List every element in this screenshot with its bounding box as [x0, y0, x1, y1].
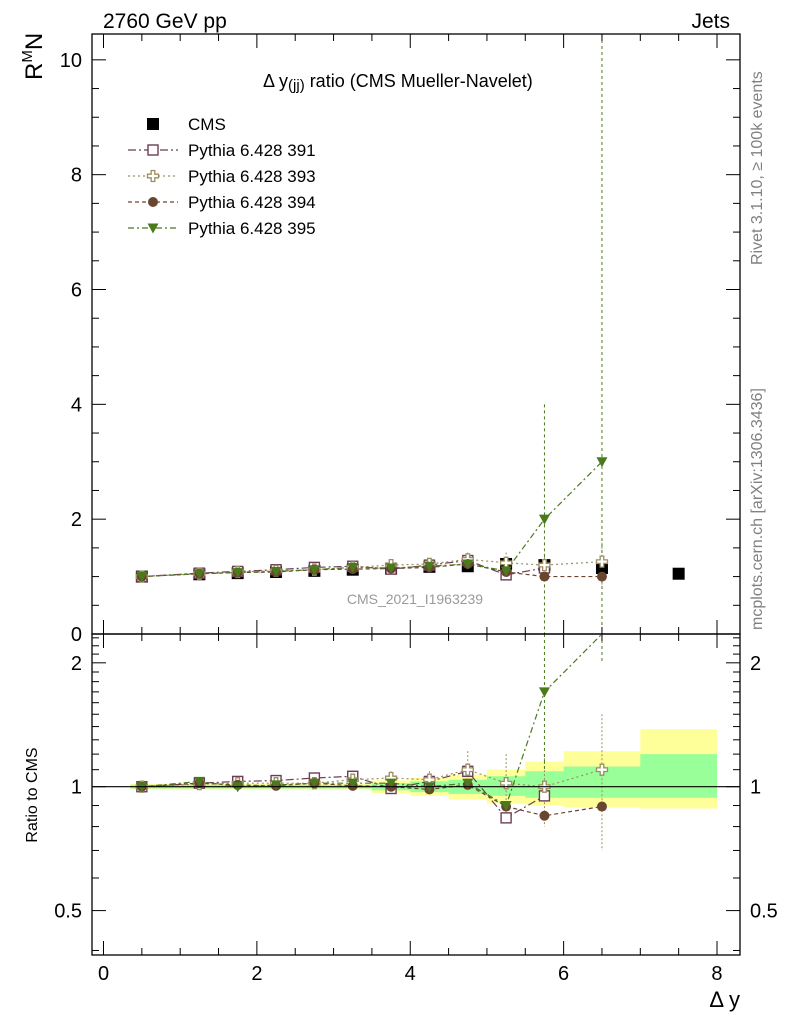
data-point-top [385, 563, 397, 574]
legend-label: Pythia 6.428 393 [188, 167, 316, 186]
y-tick-label-top: 2 [71, 509, 82, 531]
y-tick-label-ratio: 1 [71, 777, 82, 799]
data-point-top [539, 571, 550, 582]
data-point-ratio [347, 778, 359, 789]
data-point-top [193, 569, 205, 580]
x-axis-label: Δ y [709, 987, 740, 1012]
x-tick-label: 0 [98, 963, 109, 985]
data-point-ratio [270, 780, 282, 791]
legend-marker [147, 118, 159, 130]
data-point-top [538, 514, 550, 525]
y-tick-label-top: 4 [71, 394, 82, 416]
data-point-top [308, 565, 320, 576]
data-point-top [538, 558, 551, 572]
series-line-top [141, 563, 602, 578]
data-point-ratio [596, 801, 607, 812]
x-tick-label: 4 [405, 963, 416, 985]
y-tick-label-ratio-right: 1 [750, 777, 761, 799]
plot-title-rest: ratio (CMS Mueller-Navelet) [305, 71, 533, 91]
y-tick-label-ratio-right: 2 [750, 653, 761, 675]
series-line-top [141, 558, 603, 578]
axis-ticks [92, 34, 740, 955]
data-point-top [232, 568, 244, 579]
data-point-ratio [193, 776, 205, 787]
data-point-top [595, 561, 608, 574]
data-point-top [595, 555, 609, 568]
data-point-top [672, 567, 685, 580]
plot-title-sub: (jj) [288, 77, 305, 94]
data-point-ratio [461, 763, 474, 776]
top-ylabel-main: R [21, 63, 48, 80]
data-point-top [270, 566, 282, 577]
data-point-ratio [499, 777, 513, 790]
y-tick-label-top: 0 [71, 624, 82, 646]
y-tick-label-ratio-right: 0.5 [750, 901, 778, 923]
legend-marker [146, 169, 160, 183]
side-rivet-label: Rivet 3.1.10, ≥ 100k events [749, 71, 766, 265]
data-point-top [462, 559, 474, 570]
data-point-ratio [308, 778, 320, 789]
series-markers [135, 457, 685, 824]
x-tick-label: 6 [558, 963, 569, 985]
y-tick-label-top: 8 [71, 165, 82, 187]
data-point-top [500, 566, 512, 577]
legend-label: Pythia 6.428 394 [188, 193, 316, 212]
data-point-top [347, 562, 359, 573]
legend-marker [147, 223, 159, 234]
legend-label: CMS [188, 115, 226, 134]
x-tick-label: 2 [251, 963, 262, 985]
ratio-uncertainty-bands [130, 729, 717, 809]
y-tick-label-ratio: 0.5 [54, 901, 82, 923]
data-point-ratio [595, 763, 609, 776]
legend-marker [148, 197, 158, 207]
data-point-ratio [538, 687, 550, 698]
top-ylabel-sup: M [19, 50, 36, 63]
y-tick-label-top: 6 [71, 280, 82, 302]
legend-label: Pythia 6.428 395 [188, 219, 316, 238]
plot-title: Δ y(jj) ratio (CMS Mueller-Navelet) [263, 71, 533, 94]
data-point-ratio [500, 812, 512, 824]
data-point-top [596, 457, 608, 468]
data-point-ratio [462, 778, 474, 789]
ratio-ylabel: Ratio to CMS [24, 747, 41, 842]
data-point-ratio [500, 801, 512, 812]
header-process-label: Jets [691, 10, 730, 33]
data-point-top [136, 572, 148, 583]
ratio-panel-frame [91, 633, 741, 956]
legend-label: Pythia 6.428 391 [188, 141, 316, 160]
data-point-top [423, 561, 435, 572]
svg-text:RMN: RMN [19, 33, 48, 80]
data-point-ratio [385, 778, 397, 789]
analysis-watermark: CMS_2021_I1963239 [347, 591, 483, 607]
header-energy-label: 2760 GeV pp [103, 10, 227, 33]
top-ylabel-end: N [21, 33, 48, 50]
series-line-top [141, 461, 603, 578]
data-point-top [596, 571, 607, 582]
series-line-ratio [141, 769, 603, 788]
side-mcplots-label: mcplots.cern.ch [arXiv:1306.3436] [749, 388, 766, 630]
legend: CMS Pythia 6.428 391 Pythia 6.428 393 Pythi… [128, 115, 316, 238]
axis-tick-labels: 0 2 4 6 8 0 2 4 6 8 10 0.5 0.5 1 1 2 2 [54, 50, 778, 985]
data-point-ratio [539, 810, 550, 821]
x-tick-label: 8 [711, 963, 722, 985]
legend-marker [147, 144, 159, 156]
plot-title-symbol: Δ y [263, 71, 288, 91]
y-tick-label-ratio: 2 [71, 653, 82, 675]
top-ylabel: RMN [19, 33, 48, 80]
y-tick-label-top: 10 [60, 50, 82, 72]
